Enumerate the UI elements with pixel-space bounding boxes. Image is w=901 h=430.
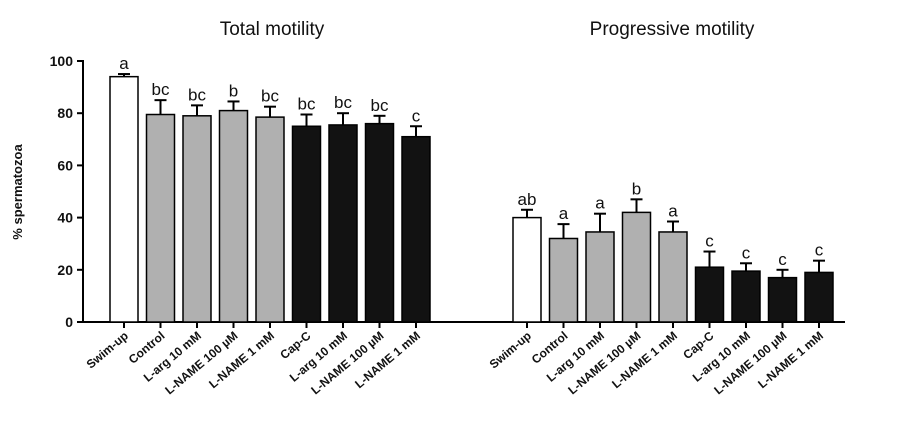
y-tick-label: 20 [57, 262, 73, 278]
y-axis-label: % spermatozoa [10, 144, 25, 240]
significance-label: c [815, 241, 824, 260]
x-tick-label: L-NAME 1 mM [352, 329, 423, 392]
significance-label: bc [371, 96, 389, 115]
bar [145, 113, 176, 323]
bar [804, 271, 834, 323]
x-tick-label: Swim-up [84, 329, 131, 372]
significance-label: bc [261, 87, 279, 106]
bar [658, 231, 688, 323]
significance-label: bc [152, 80, 170, 99]
y-tick-label: 0 [65, 314, 73, 330]
panel-2: Progressive motilityabSwim-upaControlaL-… [487, 19, 834, 397]
panel-title: Total motility [220, 19, 325, 40]
significance-label: ab [518, 190, 537, 209]
significance-label: bc [298, 95, 316, 114]
x-tick-label: L-NAME 1 mM [755, 329, 826, 392]
significance-label: a [595, 194, 605, 213]
significance-label: a [559, 204, 569, 223]
significance-label: c [742, 243, 751, 262]
y-tick-label: 60 [57, 157, 73, 173]
bar [291, 125, 322, 323]
significance-label: b [229, 81, 238, 100]
bar [364, 122, 395, 323]
bar [401, 135, 431, 323]
bar [109, 75, 139, 323]
bar [694, 266, 725, 323]
bar [621, 211, 652, 323]
bar [182, 115, 212, 323]
bar [512, 216, 542, 323]
y-tick-label: 80 [57, 105, 73, 121]
significance-label: c [412, 106, 421, 125]
x-tick-label: L-NAME 1 mM [206, 329, 277, 392]
significance-label: bc [188, 85, 206, 104]
bar [767, 276, 798, 323]
y-tick-label: 100 [50, 53, 74, 69]
bar [255, 116, 285, 323]
bar [585, 231, 615, 323]
significance-label: bc [334, 93, 352, 112]
panel-title: Progressive motility [590, 19, 755, 40]
bar [218, 109, 249, 323]
significance-label: b [632, 179, 641, 198]
y-tick-label: 40 [57, 210, 73, 226]
significance-label: c [705, 232, 714, 251]
significance-label: a [668, 202, 678, 221]
significance-label: c [778, 250, 787, 269]
bar [731, 270, 761, 323]
x-tick-label: Swim-up [487, 329, 534, 372]
x-tick-label: L-NAME 1 mM [609, 329, 680, 392]
bar [328, 124, 358, 323]
bar [548, 237, 579, 323]
significance-label: a [119, 54, 129, 73]
